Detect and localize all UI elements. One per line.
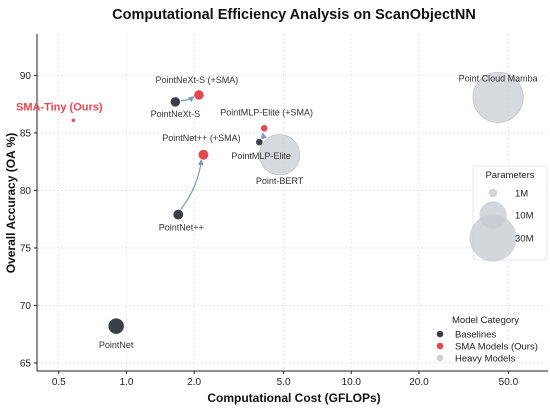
point-label: PointNet++ (+SMA) [162, 133, 240, 143]
point-label: PointNeXt-S (+SMA) [156, 75, 239, 85]
x-tick-label: 2.0 [187, 377, 201, 388]
improvement-arrow [260, 132, 268, 140]
data-point-heavy [259, 134, 301, 176]
category-legend-label: Baselines [455, 330, 496, 341]
y-tick-label: 75 [20, 243, 32, 254]
params-legend-marker [488, 188, 498, 198]
data-point-sma [70, 117, 76, 123]
point-label: Point-BERT [256, 176, 304, 186]
category-legend-label: SMA Models (Ours) [455, 342, 538, 353]
x-tick-label: 1.0 [120, 377, 134, 388]
plot-area: 65 70 75 80 85 90 0.5 1.0 2.0 5.0 10.0 20.0 50.0 Poin… [16, 34, 548, 388]
y-tick-label: 65 [20, 358, 32, 369]
data-point-baseline [255, 138, 264, 147]
data-point-sma [193, 89, 205, 101]
params-legend-label: 30M [515, 234, 534, 245]
x-tick-label: 50.0 [499, 377, 519, 388]
point-label: Point Cloud Mamba [459, 73, 538, 83]
y-tick-label: 70 [20, 301, 32, 312]
chart-title: Computational Efficiency Analysis on Sca… [112, 7, 476, 23]
point-label: PointNet [99, 340, 134, 350]
data-point-sma [197, 149, 210, 161]
x-tick-label: 0.5 [52, 377, 66, 388]
y-tick-label: 90 [20, 71, 32, 82]
y-axis-label: Overall Accuracy (OA %) [4, 133, 18, 274]
point-label: PointMLP-Elite (+SMA) [220, 107, 313, 117]
category-legend-marker [436, 342, 444, 350]
params-legend-label: 1M [515, 189, 528, 200]
x-tick-label: 5.0 [277, 377, 291, 388]
point-label: PointNet++ [159, 223, 204, 233]
category-legend-marker [436, 330, 444, 338]
point-label: SMA-Tiny (Ours) [16, 101, 103, 113]
params-legend-label: 10M [515, 211, 534, 222]
point-label: PointMLP-Elite [231, 151, 291, 161]
data-point-baseline [172, 209, 184, 221]
data-point-heavy [472, 71, 524, 123]
y-tick-label: 85 [20, 128, 32, 139]
category-legend-title: Model Category [452, 315, 519, 326]
category-legend-label: Heavy Models [455, 354, 515, 365]
params-legend-title: Parameters [485, 170, 534, 181]
improvement-arrow [180, 95, 195, 103]
params-legend-marker [469, 214, 517, 262]
x-tick-label: 10.0 [342, 377, 362, 388]
x-axis-label: Computational Cost (GFLOPs) [207, 391, 380, 405]
category-legend-marker [436, 354, 444, 362]
data-point-baseline [169, 96, 181, 108]
point-label: PointNeXt-S [151, 109, 201, 119]
y-tick-label: 80 [20, 186, 32, 197]
data-point-sma [260, 124, 269, 133]
x-tick-label: 20.0 [409, 377, 429, 388]
data-point-baseline [107, 317, 125, 335]
improvement-arrow [179, 158, 204, 211]
